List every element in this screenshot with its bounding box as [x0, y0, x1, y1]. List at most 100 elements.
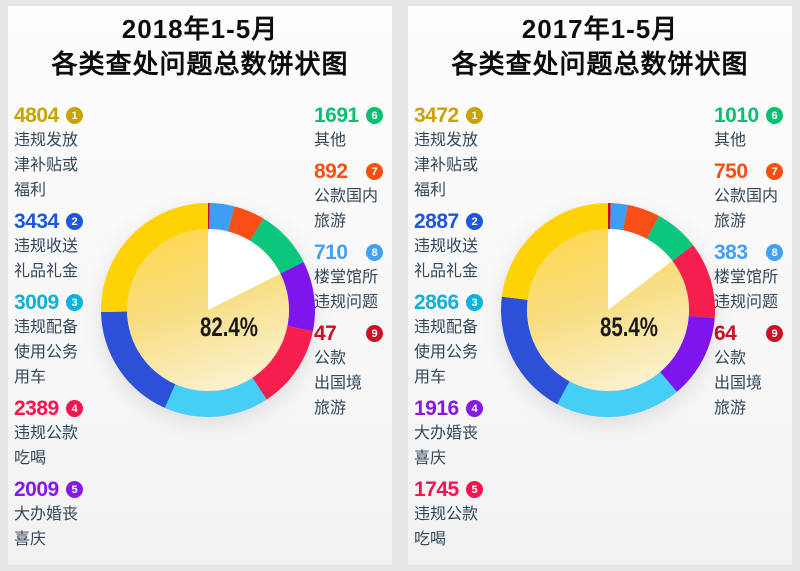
- legend-item-rank-9: 47 9 公款 出国境 旅游: [314, 321, 400, 421]
- chart-title-line2: 各类查处问题总数饼状图: [51, 49, 349, 79]
- legend-item-rank-1: 3472 1 违规发放 津补贴或 福利: [414, 103, 510, 203]
- legend-item-head: 1916 4: [414, 396, 510, 421]
- legend-rank-badge: 5: [66, 481, 83, 498]
- center-percent-label: 85.4%: [600, 312, 658, 342]
- legend-item-rank-7: 750 7 公款国内 旅游: [714, 159, 800, 234]
- legend-item-rank-7: 892 7 公款国内 旅游: [314, 159, 400, 234]
- legend-rank-badge: 9: [366, 325, 383, 342]
- legend-item-head: 1745 5: [414, 477, 510, 502]
- legend-value: 1010: [714, 104, 759, 127]
- legend-item-head: 2887 2: [414, 209, 510, 234]
- legend-label: 公款国内 旅游: [714, 188, 779, 230]
- ring-segment-rank-5: [672, 245, 715, 318]
- legend-item-head: 2866 3: [414, 290, 510, 315]
- legend-item-rank-5: 2009 5 大办婚丧 喜庆: [14, 477, 110, 552]
- legend-rank-badge: 4: [466, 400, 483, 417]
- legend-item-head: 2389 4: [14, 396, 110, 421]
- pie-chart-panel-2017: 2017年1-5月 各类查处问题总数饼状图 3472 1 违规发放 津补贴或 福…: [408, 6, 792, 565]
- legend-label: 违规公款 吃喝: [14, 425, 79, 467]
- pie-chart-panel-2018: 2018年1-5月 各类查处问题总数饼状图 4804 1 违规发放 津补贴或 福…: [8, 6, 392, 565]
- legend-item-rank-1: 4804 1 违规发放 津补贴或 福利: [14, 103, 110, 203]
- legend-value: 2887: [414, 210, 459, 233]
- ring-segment-rank-3: [164, 377, 267, 417]
- legend-rank-badge: 1: [466, 107, 483, 124]
- legend-item-rank-3: 3009 3 违规配备 使用公务 用车: [14, 290, 110, 390]
- legend-rank-badge: 2: [466, 213, 483, 230]
- legend-rank-badge: 6: [366, 107, 383, 124]
- legend-label: 违规公款 吃喝: [414, 506, 479, 548]
- legend-label: 其他: [714, 132, 747, 149]
- legend-item-rank-8: 710 8 楼堂馆所 违规问题: [314, 240, 400, 315]
- ring-segment-rank-8: [610, 203, 628, 231]
- legend-item-head: 2009 5: [14, 477, 110, 502]
- legend-label: 楼堂馆所 违规问题: [714, 269, 779, 311]
- legend-item-head: 3434 2: [14, 209, 110, 234]
- donut-pie-chart-2018: 82.4%: [101, 203, 315, 417]
- legend-value: 2389: [14, 397, 59, 420]
- ring-segment-rank-9: [208, 203, 210, 230]
- legend-value: 4804: [14, 104, 59, 127]
- ring-segment-rank-9: [608, 203, 611, 230]
- legend-item-head: 1691 6: [314, 103, 400, 128]
- legend-value: 3472: [414, 104, 459, 127]
- legend-item-rank-4: 2389 4 违规公款 吃喝: [14, 396, 110, 471]
- legend-label: 违规收送 礼品礼金: [14, 238, 79, 280]
- legend-rank-badge: 8: [366, 244, 383, 261]
- legend-item-rank-9: 64 9 公款 出国境 旅游: [714, 321, 800, 421]
- legend-item-head: 892 7: [314, 159, 400, 184]
- legend-item-head: 1010 6: [714, 103, 800, 128]
- legend-value: 1916: [414, 397, 459, 420]
- ring-segment-rank-2: [101, 311, 176, 408]
- legend-label: 违规发放 津补贴或 福利: [414, 132, 479, 199]
- legend-column-left: 3472 1 违规发放 津补贴或 福利 2887 2 违规收送 礼品礼金 286…: [414, 103, 510, 558]
- legend-value: 892: [314, 160, 348, 183]
- legend-item-rank-8: 383 8 楼堂馆所 违规问题: [714, 240, 800, 315]
- chart-title-2018: 2018年1-5月 各类查处问题总数饼状图: [8, 12, 392, 82]
- ring-segment-rank-4: [252, 326, 313, 400]
- legend-value: 1745: [414, 478, 459, 501]
- legend-rank-badge: 2: [66, 213, 83, 230]
- legend-column-right: 1010 6 其他 750 7 公款国内 旅游 383 8 楼堂馆所 违规问题 …: [714, 103, 800, 427]
- legend-label: 公款 出国境 旅游: [314, 350, 363, 417]
- ring-segment-rank-5: [280, 261, 315, 332]
- legend-value: 3434: [14, 210, 59, 233]
- legend-value: 2866: [414, 291, 459, 314]
- legend-item-rank-6: 1691 6 其他: [314, 103, 400, 153]
- legend-rank-badge: 9: [766, 325, 783, 342]
- legend-rank-badge: 6: [766, 107, 783, 124]
- legend-column-left: 4804 1 违规发放 津补贴或 福利 3434 2 违规收送 礼品礼金 300…: [14, 103, 110, 558]
- legend-rank-badge: 3: [66, 294, 83, 311]
- ring-segment-rank-7: [228, 206, 264, 241]
- ring-segment-rank-2: [501, 296, 570, 405]
- donut-pie-chart-2017: 85.4%: [501, 203, 715, 417]
- legend-item-head: 3472 1: [414, 103, 510, 128]
- legend-item-head: 710 8: [314, 240, 400, 265]
- remainder-wedge: [208, 229, 281, 310]
- legend-item-head: 3009 3: [14, 290, 110, 315]
- legend-rank-badge: 7: [366, 163, 383, 180]
- legend-item-head: 4804 1: [14, 103, 110, 128]
- legend-value: 383: [714, 241, 748, 264]
- legend-value: 47: [314, 322, 337, 345]
- ring-segment-rank-1: [501, 203, 608, 300]
- legend-rank-badge: 7: [766, 163, 783, 180]
- legend-label: 违规配备 使用公务 用车: [414, 319, 479, 386]
- legend-label: 其他: [314, 132, 347, 149]
- ring-segment-rank-6: [250, 218, 304, 274]
- legend-value: 710: [314, 241, 348, 264]
- legend-item-rank-5: 1745 5 违规公款 吃喝: [414, 477, 510, 552]
- legend-value: 3009: [14, 291, 59, 314]
- legend-label: 楼堂馆所 违规问题: [314, 269, 379, 311]
- legend-item-head: 64 9: [714, 321, 800, 346]
- legend-rank-badge: 4: [66, 400, 83, 417]
- ring-segment-rank-3: [557, 372, 677, 417]
- legend-rank-badge: 8: [766, 244, 783, 261]
- legend-label: 违规发放 津补贴或 福利: [14, 132, 79, 199]
- legend-rank-badge: 1: [66, 107, 83, 124]
- legend-label: 大办婚丧 喜庆: [14, 506, 79, 548]
- legend-item-rank-6: 1010 6 其他: [714, 103, 800, 153]
- legend-label: 违规收送 礼品礼金: [414, 238, 479, 280]
- ring-segment-rank-1: [101, 203, 208, 313]
- ring-segment-rank-4: [660, 316, 715, 392]
